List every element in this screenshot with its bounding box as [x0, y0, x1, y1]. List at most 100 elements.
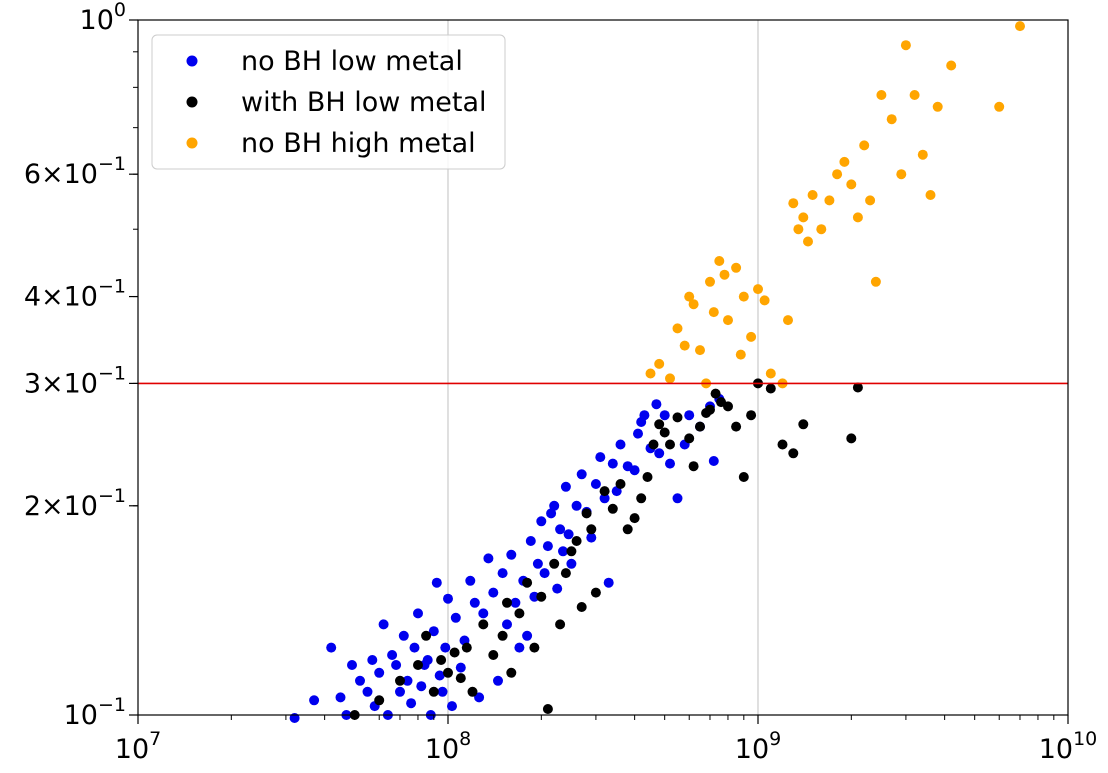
- data-point-series-2: [832, 169, 843, 180]
- data-point-series-0: [367, 655, 378, 665]
- data-point-series-0: [672, 493, 683, 504]
- data-point-series-2: [886, 114, 897, 125]
- data-point-series-2: [654, 358, 665, 369]
- data-point-series-2: [859, 140, 870, 151]
- data-point-series-0: [326, 642, 337, 653]
- data-point-series-1: [846, 433, 857, 444]
- data-point-series-2: [798, 212, 809, 223]
- data-point-series-1: [514, 608, 525, 619]
- x-tick-label: 108: [425, 728, 471, 765]
- data-point-series-0: [413, 608, 423, 619]
- x-tick-label: 109: [735, 728, 781, 765]
- data-point-series-0: [586, 532, 597, 543]
- data-point-series-1: [672, 412, 683, 423]
- data-point-series-2: [896, 169, 907, 180]
- data-point-series-1: [428, 686, 439, 697]
- data-point-series-2: [705, 276, 715, 287]
- data-point-series-0: [651, 399, 662, 410]
- data-point-series-1: [599, 486, 610, 497]
- data-point-series-0: [309, 695, 320, 706]
- data-point-series-2: [946, 60, 957, 71]
- data-point-series-1: [629, 513, 640, 524]
- legend-label: no BH low metal: [241, 46, 463, 77]
- data-point-series-1: [710, 388, 721, 399]
- data-point-series-0: [440, 642, 451, 653]
- data-point-series-0: [434, 670, 445, 681]
- data-point-series-2: [746, 331, 757, 342]
- data-point-series-0: [493, 675, 503, 686]
- data-point-series-0: [510, 597, 521, 608]
- data-point-series-1: [413, 660, 423, 670]
- data-point-series-2: [900, 40, 911, 51]
- data-point-series-1: [642, 472, 653, 482]
- data-point-series-1: [449, 647, 460, 658]
- data-point-series-0: [615, 439, 626, 450]
- y-tick-label: 6×10−1: [24, 153, 126, 190]
- data-point-series-1: [566, 546, 577, 557]
- data-point-series-0: [443, 593, 453, 604]
- data-point-series-0: [708, 456, 719, 466]
- data-point-series-0: [563, 529, 574, 540]
- data-point-series-2: [719, 269, 730, 280]
- data-point-series-1: [497, 630, 508, 641]
- data-point-series-0: [639, 410, 650, 421]
- data-point-series-2: [925, 190, 936, 200]
- data-point-series-2: [753, 284, 763, 295]
- data-point-series-0: [355, 675, 365, 686]
- x-tick-label: 107: [115, 728, 161, 765]
- data-point-series-1: [436, 655, 447, 665]
- data-point-series-0: [450, 612, 461, 623]
- data-point-series-0: [603, 577, 614, 588]
- data-point-series-1: [571, 536, 582, 546]
- data-point-series-2: [870, 276, 881, 287]
- data-point-series-1: [648, 439, 659, 450]
- data-point-series-0: [555, 524, 566, 535]
- data-point-series-2: [765, 368, 776, 379]
- data-point-series-0: [514, 642, 525, 653]
- data-point-series-1: [852, 382, 863, 393]
- data-point-series-2: [723, 315, 733, 326]
- data-point-series-0: [428, 626, 439, 637]
- data-point-series-2: [793, 224, 804, 235]
- data-point-series-1: [443, 667, 453, 678]
- data-point-series-2: [909, 90, 920, 100]
- data-point-series-1: [502, 597, 512, 608]
- data-point-series-0: [571, 500, 582, 511]
- legend-marker: [186, 55, 198, 67]
- data-point-series-1: [765, 383, 776, 394]
- data-point-series-2: [688, 299, 699, 310]
- data-point-series-0: [409, 642, 420, 653]
- data-point-series-0: [560, 481, 571, 492]
- data-point-series-2: [816, 224, 827, 235]
- legend-label: with BH low metal: [241, 87, 487, 118]
- data-point-series-2: [824, 195, 835, 206]
- data-point-series-1: [581, 508, 592, 519]
- data-point-series-0: [546, 508, 557, 519]
- data-point-series-0: [558, 546, 568, 557]
- data-point-series-1: [659, 427, 670, 438]
- data-point-series-0: [529, 591, 540, 602]
- data-point-series-0: [387, 650, 398, 660]
- data-point-series-0: [465, 575, 476, 586]
- x-axis-ticks: 107 108 109 1010: [115, 715, 1097, 765]
- data-point-series-1: [607, 503, 618, 514]
- data-point-series-0: [478, 608, 489, 619]
- data-point-series-0: [522, 630, 533, 641]
- data-point-series-0: [402, 675, 413, 686]
- data-point-series-0: [437, 686, 448, 697]
- data-point-series-0: [502, 619, 512, 630]
- data-point-series-2: [738, 291, 749, 302]
- data-point-series-2: [665, 373, 675, 384]
- data-point-series-0: [629, 465, 640, 476]
- y-tick-label: 3×10−1: [24, 362, 126, 399]
- data-point-series-0: [474, 692, 485, 703]
- y-tick-label: 10−1: [64, 694, 126, 731]
- data-point-series-2: [735, 349, 746, 360]
- data-point-series-1: [654, 419, 665, 430]
- data-point-series-1: [798, 419, 809, 430]
- data-point-series-1: [467, 686, 478, 697]
- data-point-series-0: [431, 577, 442, 588]
- data-point-series-1: [731, 421, 742, 432]
- data-point-series-1: [665, 439, 675, 450]
